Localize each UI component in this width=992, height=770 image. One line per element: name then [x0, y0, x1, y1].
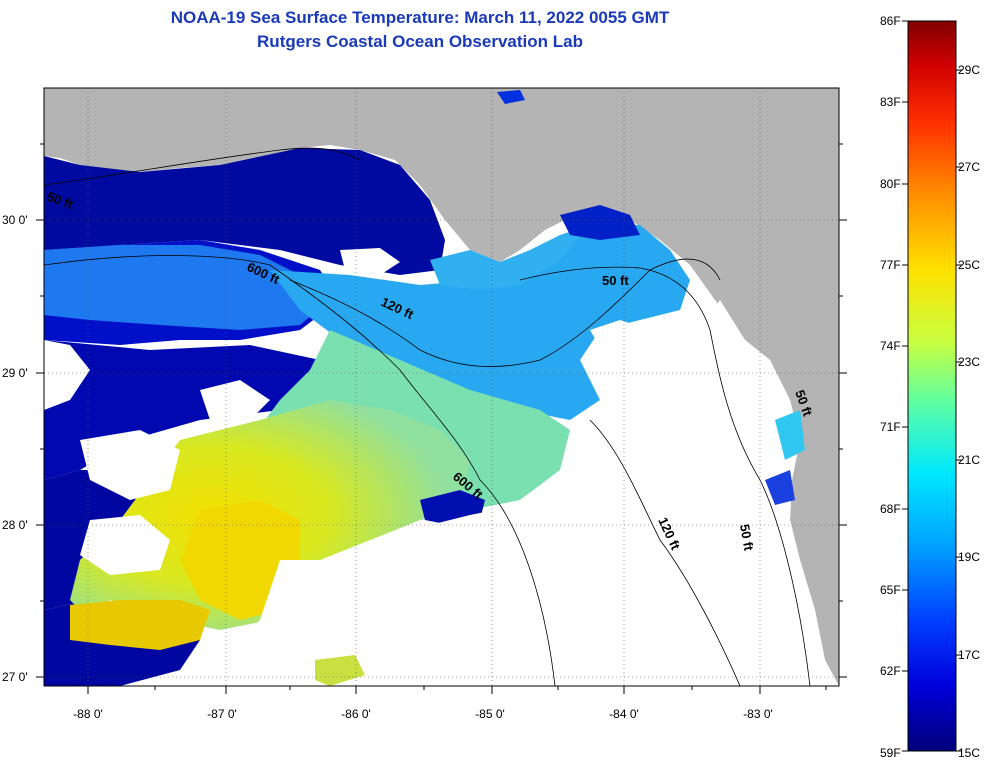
- lon-label: -85 0': [475, 707, 505, 721]
- sst-warm-region: [315, 655, 365, 686]
- depth-label: 50 ft: [602, 273, 629, 288]
- lon-label: -84 0': [609, 707, 639, 721]
- colorbar-f-label: 59F: [880, 746, 901, 760]
- colorbar-c-label: 25C: [958, 258, 980, 272]
- cloud-mask: [80, 430, 180, 500]
- lon-label: -88 0': [73, 707, 103, 721]
- cloud-mask: [220, 300, 839, 686]
- land-mass: [44, 88, 839, 686]
- lat-label: 29 0': [2, 366, 28, 380]
- cloud-mask: [80, 515, 170, 575]
- lon-label: -86 0': [341, 707, 371, 721]
- colorbar-f-label: 65F: [880, 583, 901, 597]
- colorbar-f-label: 77F: [880, 258, 901, 272]
- colorbar-f-label: 74F: [880, 339, 901, 353]
- map-title: NOAA-19 Sea Surface Temperature: March 1…: [170, 8, 670, 27]
- colorbar-c-label: 29C: [958, 63, 980, 77]
- sst-cold-region: [560, 205, 640, 240]
- colorbar-f-label: 80F: [880, 177, 901, 191]
- sst-cold-region: [44, 148, 445, 275]
- sst-mid-region: [775, 410, 805, 460]
- colorbar-c-label: 21C: [958, 453, 980, 467]
- colorbar-f-label: 86F: [880, 14, 901, 28]
- sst-warm-region: [70, 600, 210, 650]
- colorbar: [907, 20, 957, 752]
- cloud-mask: [200, 380, 270, 420]
- map-frame: [43, 87, 840, 687]
- colorbar-c-label: 19C: [958, 550, 980, 564]
- depth-label: 50 ft: [737, 523, 757, 553]
- lat-lon-grid: [44, 88, 839, 686]
- axis-ticks: [36, 143, 847, 694]
- colorbar-f-label: 62F: [880, 664, 901, 678]
- depth-contours: [44, 147, 811, 686]
- cloud-mask: [340, 248, 400, 275]
- cloud-mask: [590, 320, 650, 365]
- colorbar-f-label: 83F: [880, 95, 901, 109]
- lat-label: 28 0': [2, 518, 28, 532]
- lon-label: -83 0': [743, 707, 773, 721]
- map-subtitle: Rutgers Coastal Ocean Observation Lab: [257, 32, 583, 51]
- sst-mid-region: [430, 225, 590, 290]
- sst-mid-region: [270, 225, 690, 420]
- colorbar-c-label: 23C: [958, 355, 980, 369]
- colorbar-c-label: 17C: [958, 648, 980, 662]
- colorbar-c-label: 15C: [958, 746, 980, 760]
- cloud-mask: [44, 340, 90, 410]
- colorbar-c-label: 27C: [958, 160, 980, 174]
- lat-label: 30 0': [2, 213, 28, 227]
- colorbar-f-label: 68F: [880, 502, 901, 516]
- sst-cold-region: [497, 90, 525, 104]
- lat-label: 27 0': [2, 670, 28, 684]
- sst-mid-region: [44, 245, 330, 330]
- sst-cold-region: [765, 470, 795, 505]
- colorbar-ticks: [902, 20, 962, 752]
- lon-label: -87 0': [207, 707, 237, 721]
- colorbar-f-label: 71F: [880, 420, 901, 434]
